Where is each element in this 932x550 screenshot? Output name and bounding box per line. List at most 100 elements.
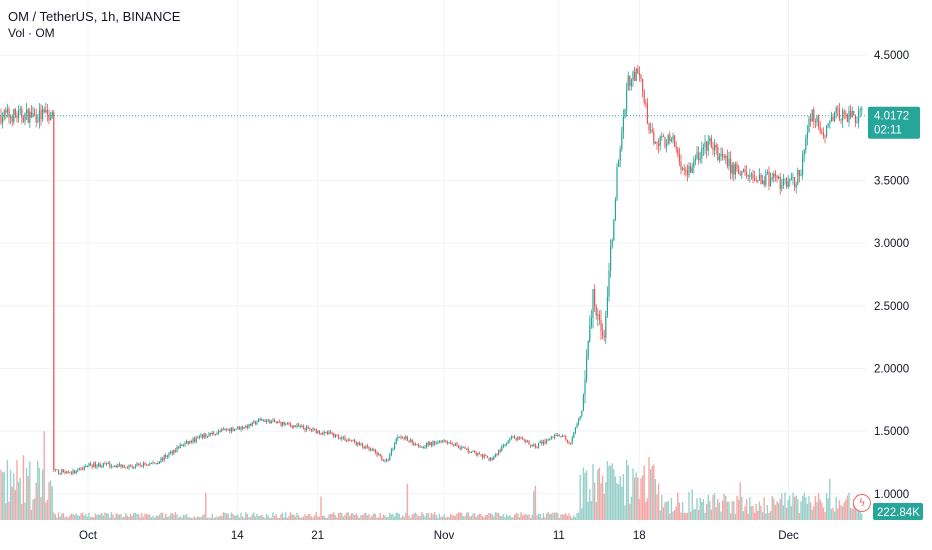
volume-bar xyxy=(299,517,301,520)
candle xyxy=(520,436,522,439)
candle xyxy=(610,239,612,278)
volume-bar xyxy=(805,497,807,520)
candle xyxy=(136,462,138,467)
x-tick-label: Dec xyxy=(778,530,799,542)
candle xyxy=(789,178,791,187)
candle xyxy=(370,447,372,452)
volume-bar xyxy=(536,515,538,520)
volume-bar xyxy=(264,517,266,520)
x-tick-label: 18 xyxy=(633,530,646,542)
volume-bar xyxy=(478,513,481,520)
volume-bar xyxy=(313,515,316,520)
volume-bar xyxy=(209,517,212,520)
x-tick-label: 14 xyxy=(231,530,244,542)
volume-bar xyxy=(195,517,197,520)
volume-bar xyxy=(425,513,428,520)
candle xyxy=(461,445,463,451)
volume-bar xyxy=(101,513,103,520)
volume-bar xyxy=(779,498,781,520)
volume-bar xyxy=(355,513,357,520)
volume-bar xyxy=(555,512,557,520)
volume-bar xyxy=(723,493,725,520)
volume-bar xyxy=(491,514,493,520)
lightning-bolt-icon[interactable]: ϟ xyxy=(853,494,871,512)
volume-bar xyxy=(731,501,733,520)
candle xyxy=(848,105,850,127)
candle xyxy=(264,419,266,423)
volume-bar xyxy=(800,501,802,520)
volume-bar xyxy=(249,517,252,520)
candle xyxy=(734,161,736,180)
candle xyxy=(838,103,840,122)
volume-bar xyxy=(91,516,93,520)
x-tick-label: 21 xyxy=(311,530,324,542)
volume-bar xyxy=(384,515,386,520)
volume-tag xyxy=(873,503,923,520)
candle xyxy=(341,435,343,442)
candle xyxy=(462,446,464,448)
volume-bar xyxy=(358,517,361,520)
candle xyxy=(666,139,668,153)
candle xyxy=(21,105,23,124)
candle xyxy=(475,451,477,457)
volume-bar xyxy=(139,517,141,520)
candle xyxy=(302,424,304,430)
volume-bar xyxy=(409,517,412,520)
candle xyxy=(170,450,172,455)
candle xyxy=(62,469,64,473)
volume-bar xyxy=(65,516,68,520)
candle xyxy=(768,166,770,191)
volume-legend[interactable]: Vol · OM xyxy=(8,26,55,40)
candle xyxy=(389,452,391,461)
candle xyxy=(774,169,776,182)
volume-bar xyxy=(192,517,194,520)
time-axis[interactable]: Oct 14 21 Nov 11 18 Dec xyxy=(79,530,799,542)
symbol-title[interactable]: OM / TetherUS, 1h, BINANCE xyxy=(8,9,181,24)
candle xyxy=(134,463,136,469)
candle xyxy=(338,434,340,440)
volume-bar xyxy=(248,517,250,520)
candle xyxy=(186,439,188,445)
volume-bar xyxy=(824,511,826,520)
candle xyxy=(411,439,413,446)
candle xyxy=(150,462,152,465)
candle xyxy=(34,108,36,117)
volume-bar xyxy=(430,512,433,520)
volume-bar xyxy=(793,496,796,520)
volume-bar xyxy=(368,514,370,520)
candle xyxy=(714,138,716,158)
candle xyxy=(426,442,428,449)
candle xyxy=(622,109,624,139)
volume-bar xyxy=(501,516,503,520)
volume-bar xyxy=(246,513,249,520)
candle xyxy=(826,125,828,139)
candle xyxy=(854,114,856,128)
candle xyxy=(381,455,383,462)
candle xyxy=(230,426,232,434)
volume-bar xyxy=(710,509,713,520)
bar-countdown: 02:11 xyxy=(874,125,902,137)
volume-bar xyxy=(822,507,825,520)
candle xyxy=(237,426,239,430)
candle xyxy=(608,262,610,302)
candle xyxy=(616,163,618,202)
volume-bar xyxy=(766,505,769,520)
volume-bar xyxy=(304,514,306,520)
y-tick-label: 1.5000 xyxy=(874,426,909,438)
volume-bar xyxy=(774,504,777,520)
volume-bar xyxy=(14,489,17,520)
volume-bar xyxy=(289,512,292,520)
candle xyxy=(322,431,324,436)
volume-bar xyxy=(341,512,343,520)
volume-bar xyxy=(293,514,295,520)
volume-bar xyxy=(323,515,325,520)
candle xyxy=(283,421,285,426)
candle xyxy=(190,439,192,444)
candle xyxy=(835,105,837,119)
candle xyxy=(504,443,506,447)
candle xyxy=(698,146,700,165)
candle xyxy=(158,461,160,465)
volume-bar xyxy=(499,515,501,520)
volume-bar xyxy=(571,517,573,520)
